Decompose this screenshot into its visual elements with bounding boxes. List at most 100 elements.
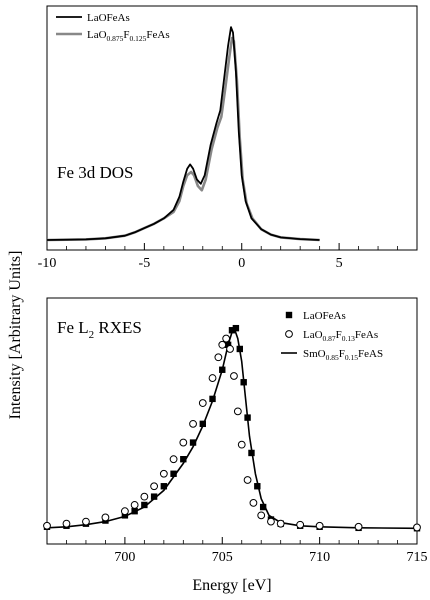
legend-entry-part: SmO — [303, 348, 326, 360]
x-axis-label: Energy [eV] — [192, 577, 271, 594]
x-tick-label: 700 — [114, 550, 135, 565]
data-point-circle — [82, 517, 90, 526]
data-point-square — [232, 324, 240, 332]
legend-entry-part: 0.85 — [326, 353, 339, 362]
data-point-square — [170, 470, 177, 477]
data-point-square — [121, 512, 129, 519]
data-point-square — [219, 366, 226, 373]
rxes-panel-label-main: Fe L — [57, 318, 89, 337]
data-point-square — [150, 493, 158, 500]
dos-x-ticks: -10 -5 0 5 — [38, 243, 418, 271]
data-point-circle — [214, 353, 223, 362]
legend-entry-part: F — [339, 348, 345, 360]
data-point-square — [248, 449, 255, 457]
rxes-plot-frame — [46, 297, 418, 545]
legend-entry: LaOFeAs — [303, 310, 346, 322]
data-point-circle — [198, 399, 207, 407]
data-point-square — [209, 395, 216, 403]
data-point-circle — [257, 511, 266, 520]
data-point-circle — [226, 345, 234, 353]
data-point-square — [141, 501, 148, 509]
legend-entry: LaO0.87F0.13FeAs — [303, 329, 378, 343]
data-point-circle — [230, 372, 238, 380]
data-point-circle — [276, 519, 285, 528]
data-point-square — [180, 456, 187, 463]
legend-entry-part: F — [123, 29, 129, 41]
dos-series-line-0 — [46, 26, 320, 241]
legend-entry-part: LaO — [303, 329, 323, 341]
x-tick-label: 0 — [238, 256, 245, 271]
data-point-circle — [130, 501, 139, 509]
legend-entry-part: F — [336, 329, 342, 341]
data-point-square — [224, 341, 232, 348]
x-tick-label: -5 — [139, 256, 151, 271]
legend-entry: LaOFeAs — [87, 12, 130, 24]
data-point-circle — [43, 521, 51, 530]
x-tick-label: -10 — [38, 256, 57, 271]
data-point-circle — [413, 523, 421, 532]
data-point-circle — [237, 440, 246, 449]
rxes-series — [43, 324, 421, 532]
dos-plot-frame — [46, 5, 418, 251]
data-point-circle — [208, 374, 217, 382]
data-point-circle — [296, 520, 305, 529]
x-tick-label: 5 — [336, 256, 343, 271]
legend-entry-part: 0.87 — [323, 334, 336, 343]
legend-entry: LaO0.875F0.125FeAs — [87, 29, 170, 43]
legend-entry-part: FeAS — [358, 348, 383, 360]
data-point-circle — [120, 507, 129, 516]
legend-entry-part: LaOFeAs — [87, 12, 130, 24]
data-point-square — [189, 439, 197, 446]
data-point-circle — [354, 522, 363, 531]
data-point-circle — [243, 476, 252, 484]
x-tick-label: 705 — [212, 550, 233, 565]
data-point-circle — [218, 340, 227, 349]
rxes-panel-label-sub: 2 — [89, 329, 95, 341]
data-point-square — [199, 420, 206, 428]
data-point-square — [259, 503, 267, 511]
data-point-circle — [101, 513, 110, 522]
legend-entry-part: FeAs — [146, 29, 169, 41]
data-point-circle — [169, 455, 178, 464]
x-tick-label: 715 — [407, 550, 428, 565]
data-point-circle — [285, 330, 293, 338]
data-point-circle — [189, 419, 197, 428]
data-point-circle — [267, 517, 275, 526]
legend-entry-part: 0.13 — [342, 334, 355, 343]
legend-entry-part: 0.125 — [130, 34, 147, 43]
data-point-square — [160, 483, 168, 490]
rxes-panel: 700 705 710 715 Fe L2 RXES LaOFeAsLaO0.87F0… — [43, 297, 428, 594]
legend-entry-part: LaO — [87, 29, 107, 41]
data-point-square — [240, 379, 247, 386]
data-point-circle — [159, 469, 168, 478]
x-tick-label: 710 — [309, 550, 330, 565]
dos-panel: -10 -5 0 5 Fe 3d DOS LaOFeAsLaO0.875F0.125F… — [38, 5, 418, 271]
dos-series-line-1 — [46, 36, 320, 242]
data-point-circle — [179, 438, 188, 447]
dos-series — [46, 26, 320, 242]
data-point-circle — [150, 482, 159, 491]
data-point-circle — [315, 521, 324, 530]
legend-entry: SmO0.85F0.15FeAS — [303, 348, 383, 362]
data-point-square — [254, 483, 261, 490]
data-point-square — [236, 345, 243, 353]
rxes-panel-label: Fe L2 RXES — [57, 318, 142, 341]
data-point-circle — [140, 492, 149, 501]
data-point-circle — [62, 519, 71, 528]
data-point-circle — [249, 498, 258, 507]
y-axis-label: Intensity [Arbitrary Units] — [7, 251, 24, 420]
legend-entry-part: 0.875 — [107, 34, 124, 43]
data-point-square — [244, 414, 251, 421]
data-point-square — [285, 311, 293, 319]
dos-panel-label: Fe 3d DOS — [57, 163, 134, 182]
rxes-x-ticks: 700 705 710 715 — [46, 537, 428, 565]
data-point-circle — [222, 334, 231, 343]
data-point-circle — [233, 407, 242, 416]
legend-entry-part: 0.15 — [345, 353, 358, 362]
rxes-panel-label-tail: RXES — [94, 318, 142, 337]
legend-entry-part: FeAs — [355, 329, 378, 341]
legend-entry-part: LaOFeAs — [303, 310, 346, 322]
